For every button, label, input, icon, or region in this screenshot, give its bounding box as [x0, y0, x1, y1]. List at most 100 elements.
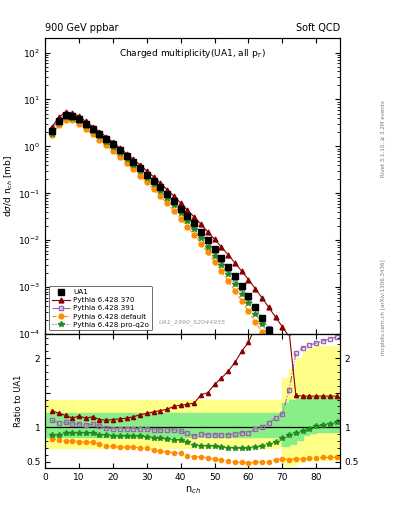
Pythia 6.428 default: [327, 450, 332, 456]
Pythia 6.428 default: [77, 121, 81, 127]
Pythia 6.428 pro-q2o: [321, 428, 325, 434]
Pythia 6.428 pro-q2o: [118, 150, 122, 156]
UA1: [165, 191, 169, 198]
Pythia 6.428 370: [314, 374, 319, 380]
Pythia 6.428 391: [321, 418, 325, 424]
UA1: [56, 118, 61, 124]
Pythia 6.428 pro-q2o: [260, 322, 264, 328]
Pythia 6.428 370: [321, 384, 325, 390]
Pythia 6.428 370: [138, 162, 142, 168]
UA1: [178, 206, 183, 212]
UA1: [145, 172, 149, 178]
Pythia 6.428 default: [104, 142, 108, 148]
Pythia 6.428 pro-q2o: [287, 367, 292, 373]
Pythia 6.428 391: [131, 160, 136, 166]
Pythia 6.428 default: [50, 132, 54, 138]
Pythia 6.428 391: [199, 231, 204, 237]
Pythia 6.428 default: [192, 232, 196, 238]
Pythia 6.428 default: [158, 193, 163, 199]
UA1: [104, 136, 108, 142]
Pythia 6.428 391: [300, 382, 305, 389]
Pythia 6.428 pro-q2o: [185, 218, 190, 224]
Pythia 6.428 370: [165, 186, 169, 193]
UA1: [63, 112, 68, 118]
UA1: [151, 178, 156, 184]
Pythia 6.428 pro-q2o: [104, 138, 108, 144]
Pythia 6.428 391: [226, 266, 231, 272]
Pythia 6.428 default: [307, 413, 312, 419]
Pythia 6.428 370: [307, 364, 312, 370]
Pythia 6.428 391: [90, 125, 95, 132]
Pythia 6.428 391: [314, 406, 319, 412]
Pythia 6.428 370: [172, 193, 176, 199]
Pythia 6.428 370: [233, 260, 237, 266]
Pythia 6.428 default: [90, 131, 95, 137]
Pythia 6.428 pro-q2o: [300, 391, 305, 397]
UA1: [158, 184, 163, 190]
Pythia 6.428 370: [83, 118, 88, 124]
Pythia 6.428 391: [178, 207, 183, 213]
Pythia 6.428 391: [185, 215, 190, 221]
Pythia 6.428 pro-q2o: [239, 290, 244, 296]
Pythia 6.428 370: [124, 151, 129, 157]
Pythia 6.428 default: [294, 388, 298, 394]
Pythia 6.428 370: [294, 344, 298, 350]
Pythia 6.428 default: [206, 249, 210, 255]
Pythia 6.428 default: [280, 364, 285, 370]
Y-axis label: d$\sigma$/d n$_{ch}$ [mb]: d$\sigma$/d n$_{ch}$ [mb]: [3, 155, 15, 217]
Pythia 6.428 pro-q2o: [334, 453, 339, 459]
Pythia 6.428 default: [83, 126, 88, 132]
Line: Pythia 6.428 391: Pythia 6.428 391: [50, 112, 339, 447]
Pythia 6.428 pro-q2o: [97, 133, 102, 139]
Pythia 6.428 pro-q2o: [178, 210, 183, 216]
Pythia 6.428 370: [212, 236, 217, 242]
Pythia 6.428 default: [246, 308, 251, 314]
Pythia 6.428 default: [300, 400, 305, 406]
Pythia 6.428 pro-q2o: [172, 202, 176, 208]
Pythia 6.428 391: [118, 147, 122, 154]
Pythia 6.428 391: [83, 120, 88, 126]
Pythia 6.428 pro-q2o: [246, 301, 251, 307]
Pythia 6.428 370: [50, 124, 54, 130]
Text: UA1_1990_S2044935: UA1_1990_S2044935: [159, 319, 226, 325]
Pythia 6.428 default: [178, 216, 183, 222]
Pythia 6.428 391: [307, 395, 312, 401]
Line: Pythia 6.428 370: Pythia 6.428 370: [50, 110, 339, 410]
Pythia 6.428 pro-q2o: [63, 114, 68, 120]
Pythia 6.428 391: [327, 430, 332, 436]
Pythia 6.428 pro-q2o: [56, 120, 61, 126]
Pythia 6.428 default: [334, 463, 339, 470]
Pythia 6.428 default: [165, 200, 169, 206]
Pythia 6.428 391: [233, 275, 237, 282]
Pythia 6.428 370: [97, 129, 102, 135]
Pythia 6.428 default: [212, 259, 217, 265]
Pythia 6.428 pro-q2o: [70, 115, 75, 121]
UA1: [97, 131, 102, 137]
Pythia 6.428 370: [253, 286, 257, 292]
Pythia 6.428 370: [192, 214, 196, 220]
Pythia 6.428 default: [151, 186, 156, 192]
UA1: [233, 273, 237, 280]
Pythia 6.428 default: [145, 179, 149, 185]
Pythia 6.428 default: [253, 318, 257, 325]
Pythia 6.428 391: [239, 285, 244, 291]
Pythia 6.428 pro-q2o: [110, 144, 115, 151]
UA1: [226, 264, 231, 270]
UA1: [206, 237, 210, 243]
UA1: [266, 327, 271, 333]
Pythia 6.428 391: [138, 166, 142, 172]
Pythia 6.428 391: [56, 117, 61, 123]
Pythia 6.428 pro-q2o: [83, 123, 88, 129]
Pythia 6.428 pro-q2o: [131, 162, 136, 168]
UA1: [70, 113, 75, 119]
Pythia 6.428 370: [145, 168, 149, 174]
Pythia 6.428 pro-q2o: [50, 131, 54, 137]
Pythia 6.428 370: [151, 174, 156, 180]
Pythia 6.428 391: [253, 304, 257, 310]
Pythia 6.428 default: [131, 166, 136, 173]
UA1: [124, 153, 129, 159]
Text: 900 GeV ppbar: 900 GeV ppbar: [45, 23, 119, 33]
UA1: [280, 351, 285, 357]
Text: Charged multiplicity(UA1, all p$_T$): Charged multiplicity(UA1, all p$_T$): [119, 47, 266, 60]
UA1: [192, 220, 196, 226]
